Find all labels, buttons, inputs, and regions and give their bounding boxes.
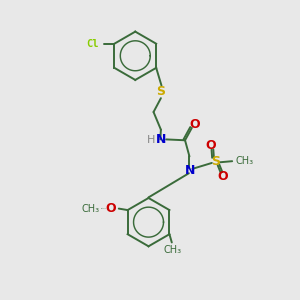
Text: O: O: [218, 170, 228, 183]
Text: O: O: [189, 118, 200, 131]
Text: N: N: [156, 133, 166, 146]
Text: H: H: [147, 135, 156, 145]
Text: S: S: [211, 155, 220, 168]
Text: N: N: [185, 164, 195, 176]
Text: methoxy: methoxy: [101, 207, 107, 208]
Text: CH₃: CH₃: [82, 204, 100, 214]
Text: CH₃: CH₃: [163, 245, 182, 255]
Text: CH₃: CH₃: [235, 156, 253, 166]
Text: O: O: [106, 202, 116, 215]
Text: O: O: [206, 139, 216, 152]
Text: S: S: [156, 85, 165, 98]
Text: Cl: Cl: [87, 39, 99, 49]
